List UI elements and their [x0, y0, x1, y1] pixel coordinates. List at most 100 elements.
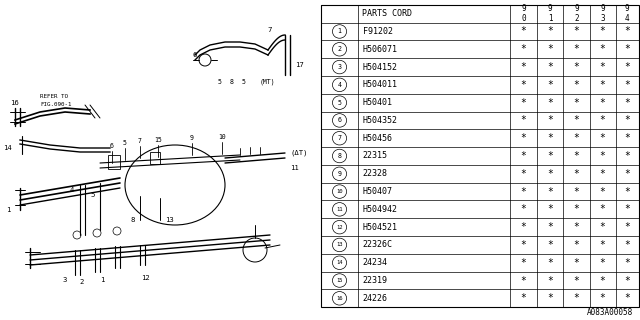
Text: *: * [521, 62, 527, 72]
Text: 10: 10 [218, 134, 226, 140]
Text: *: * [547, 151, 553, 161]
Text: 4: 4 [337, 82, 342, 88]
Text: 14: 14 [3, 145, 12, 151]
Text: 4: 4 [70, 187, 74, 193]
Text: *: * [624, 258, 630, 268]
Text: *: * [547, 276, 553, 285]
Text: *: * [521, 293, 527, 303]
Text: *: * [573, 293, 579, 303]
Text: 1: 1 [337, 28, 342, 35]
Text: 9: 9 [337, 171, 342, 177]
Text: *: * [624, 222, 630, 232]
Text: H504152: H504152 [362, 62, 397, 72]
Text: *: * [600, 240, 605, 250]
Text: *: * [600, 98, 605, 108]
Text: *: * [600, 116, 605, 125]
Text: *: * [600, 276, 605, 285]
Text: *: * [573, 240, 579, 250]
Text: *: * [624, 98, 630, 108]
Bar [150, 152, 160, 164]
Text: *: * [547, 133, 553, 143]
Text: *: * [573, 258, 579, 268]
Text: *: * [547, 116, 553, 125]
Text: 9
1: 9 1 [548, 4, 552, 23]
Text: 3: 3 [63, 277, 67, 283]
Text: 7: 7 [138, 138, 142, 144]
Text: 22315: 22315 [362, 151, 388, 161]
Text: 22328: 22328 [362, 169, 388, 178]
Text: *: * [624, 80, 630, 90]
Text: 14: 14 [336, 260, 343, 265]
Text: *: * [547, 44, 553, 54]
Text: *: * [547, 240, 553, 250]
Text: 8: 8 [337, 153, 342, 159]
Text: *: * [547, 27, 553, 36]
Text: 7: 7 [337, 135, 342, 141]
Text: *: * [624, 116, 630, 125]
Text: 3: 3 [337, 64, 342, 70]
Text: 6: 6 [193, 52, 197, 58]
Text: *: * [624, 151, 630, 161]
Text: 6: 6 [337, 117, 342, 124]
Text: *: * [624, 62, 630, 72]
Text: 9
3: 9 3 [600, 4, 605, 23]
Text: 5: 5 [337, 100, 342, 106]
Text: *: * [600, 293, 605, 303]
Text: *: * [624, 133, 630, 143]
Text: 24234: 24234 [362, 258, 388, 267]
Text: A083A00058: A083A00058 [588, 308, 634, 317]
Text: 12: 12 [336, 225, 343, 230]
Text: 1: 1 [100, 277, 104, 283]
Text: (MT): (MT) [260, 79, 275, 85]
Text: 12: 12 [141, 275, 149, 281]
Text: *: * [521, 187, 527, 196]
Text: F91202: F91202 [362, 27, 392, 36]
Text: *: * [547, 222, 553, 232]
Text: *: * [600, 44, 605, 54]
Text: *: * [600, 80, 605, 90]
Text: H504521: H504521 [362, 223, 397, 232]
Text: 5: 5 [242, 79, 246, 85]
Bar [108, 155, 120, 169]
Text: *: * [573, 98, 579, 108]
Text: *: * [573, 169, 579, 179]
Text: *: * [600, 133, 605, 143]
Text: *: * [600, 222, 605, 232]
Text: REFER TO: REFER TO [40, 94, 68, 100]
Text: *: * [573, 133, 579, 143]
Text: 8: 8 [230, 79, 234, 85]
Text: *: * [624, 44, 630, 54]
Text: *: * [521, 240, 527, 250]
Text: *: * [600, 27, 605, 36]
Text: 15: 15 [336, 278, 343, 283]
Text: *: * [521, 204, 527, 214]
Text: *: * [573, 116, 579, 125]
Text: 9
4: 9 4 [625, 4, 630, 23]
Text: *: * [573, 276, 579, 285]
Text: *: * [600, 187, 605, 196]
Text: 13: 13 [165, 217, 173, 223]
Text: 5: 5 [91, 192, 95, 198]
Text: 16: 16 [10, 100, 19, 106]
Text: *: * [547, 204, 553, 214]
Text: 2: 2 [337, 46, 342, 52]
Text: *: * [624, 204, 630, 214]
Text: *: * [521, 151, 527, 161]
Text: 13: 13 [336, 243, 343, 247]
Text: *: * [547, 187, 553, 196]
Text: *: * [573, 151, 579, 161]
Text: 24226: 24226 [362, 294, 388, 303]
Text: 5: 5 [123, 140, 127, 146]
Text: *: * [624, 276, 630, 285]
Text: *: * [573, 44, 579, 54]
Text: H506071: H506071 [362, 45, 397, 54]
Text: *: * [521, 27, 527, 36]
Text: 9
0: 9 0 [522, 4, 526, 23]
Text: *: * [521, 276, 527, 285]
Text: 8: 8 [131, 217, 135, 223]
Text: *: * [600, 204, 605, 214]
Text: *: * [521, 133, 527, 143]
Text: 9: 9 [190, 135, 194, 141]
Text: *: * [547, 293, 553, 303]
Text: 7: 7 [268, 27, 272, 33]
